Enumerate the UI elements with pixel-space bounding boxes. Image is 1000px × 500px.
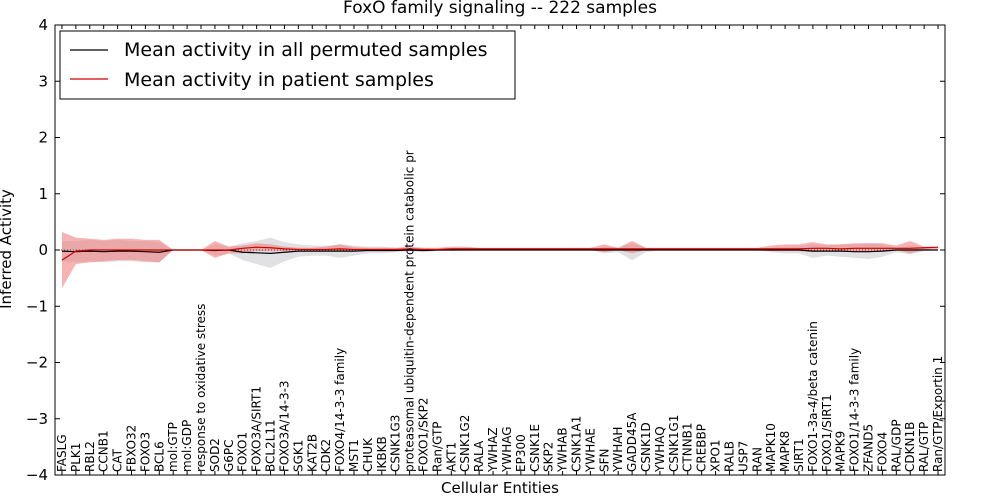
- x-tick-label: SOD2: [208, 438, 222, 472]
- x-tick-label: mol:GDP: [180, 420, 194, 472]
- x-tick-label: YWHAZ: [486, 427, 500, 473]
- x-tick-label: CREBBP: [695, 424, 709, 472]
- band-permuted: [61, 237, 939, 268]
- x-tick-label: Ran/GTP: [430, 421, 444, 472]
- y-tick-label: −1: [26, 297, 48, 315]
- x-tick-label: response to oxidative stress: [194, 304, 208, 472]
- x-tick-label: RALA: [472, 440, 486, 472]
- x-tick-label: MAPK8: [778, 431, 792, 472]
- x-tick-label: YWHAG: [500, 426, 514, 473]
- y-tick-label: 4: [38, 16, 48, 34]
- x-tick-label: AKT1: [444, 442, 458, 472]
- y-tick-label: 2: [38, 129, 48, 147]
- x-tick-label: BCL6: [152, 441, 166, 472]
- x-tick-label: EP300: [514, 434, 528, 472]
- x-tick-label: YWHAB: [556, 427, 570, 473]
- x-tick-label: KAT2B: [305, 434, 319, 472]
- x-tick-label: GADD45A: [625, 412, 639, 472]
- y-tick-label: 0: [38, 241, 48, 259]
- x-tick-label: SKP2: [542, 442, 556, 472]
- legend-box: [59, 30, 516, 100]
- y-tick-label: 3: [38, 72, 48, 90]
- x-tick-label: proteasomal ubiquitin-dependent protein …: [403, 150, 417, 472]
- x-tick-label: G6PC: [222, 439, 236, 472]
- x-tick-label: FOXO1-3a-4/beta catenin: [806, 321, 820, 472]
- series-lines: [55, 246, 945, 261]
- x-tick-label: FOXO4: [875, 432, 889, 472]
- x-tick-label: FOXO1/14-3-3 family: [848, 348, 862, 472]
- y-axis-ticks: 4 3 2 1 0 −1 −2 −3 −4: [26, 16, 945, 484]
- x-tick-label: IKBKB: [375, 436, 389, 472]
- x-tick-label: SIRT1: [792, 438, 806, 472]
- x-tick-label: CDKN1B: [903, 422, 917, 472]
- x-tick-label: FBXO32: [124, 425, 138, 472]
- x-tick-label: FOXO3A/14-3-3: [277, 380, 291, 472]
- x-tick-label: FOXO3A/SIRT1: [250, 386, 264, 472]
- x-tick-label: CSNK1E: [528, 424, 542, 472]
- x-tick-label: CCNB1: [97, 430, 111, 472]
- x-tick-label: mol:GTP: [166, 422, 180, 472]
- x-tick-label: FOXO3: [138, 432, 152, 472]
- x-tick-label: CTNNB1: [681, 422, 695, 472]
- y-axis-label: Inferred Activity: [0, 189, 15, 309]
- x-tick-label: RAL/GTP: [917, 422, 931, 472]
- x-tick-label: MST1: [347, 439, 361, 472]
- x-axis-ticks: [61, 25, 939, 475]
- x-tick-label: MAPK10: [764, 423, 778, 472]
- x-tick-label: FOXO1: [236, 432, 250, 472]
- x-tick-label: RBL2: [83, 441, 97, 472]
- x-tick-label: SFN: [597, 449, 611, 473]
- x-tick-label: CSNK1G2: [458, 415, 472, 472]
- x-tick-label: MAPK9: [834, 431, 848, 472]
- x-tick-label: FOXO1/SIRT1: [820, 394, 834, 472]
- x-tick-labels: FASLG PLK1 RBL2 CCNB1 CAT FBXO32 FOXO3 BCL6 mol:…: [55, 150, 945, 473]
- y-tick-label: −3: [26, 410, 48, 428]
- x-tick-label: CAT: [111, 448, 125, 472]
- y-tick-label: −4: [26, 466, 48, 484]
- x-tick-label: CSNK1D: [639, 422, 653, 472]
- x-tick-label: CSNK1G1: [667, 415, 681, 472]
- x-tick-label: BCL2L11: [264, 419, 278, 472]
- x-tick-label: Ran/GTP/Exportin 1: [931, 356, 945, 472]
- x-tick-label: ZFAND5: [862, 424, 876, 472]
- x-tick-label: FASLG: [55, 434, 69, 472]
- legend-label-patient: Mean activity in patient samples: [124, 69, 434, 91]
- x-axis-label: Cellular Entities: [441, 479, 559, 497]
- x-tick-label: CSNK1A1: [569, 416, 583, 472]
- legend-label-permuted: Mean activity in all permuted samples: [124, 39, 487, 61]
- x-tick-label: RAL/GDP: [889, 419, 903, 472]
- x-tick-label: RALB: [722, 441, 736, 472]
- x-tick-label: CHUK: [361, 437, 375, 472]
- x-tick-label: CSNK1G3: [389, 415, 403, 472]
- confidence-bands: [61, 232, 939, 289]
- x-tick-label: FOXO4/14-3-3 family: [333, 348, 347, 472]
- x-tick-label: FOXO1/SKP2: [417, 397, 431, 472]
- series-line-patient: [61, 246, 939, 261]
- chart-title: FoxO family signaling -- 222 samples: [343, 0, 657, 18]
- x-tick-label: SGK1: [291, 440, 305, 472]
- legend: Mean activity in all permuted samples Me…: [59, 30, 516, 100]
- x-tick-label: RAN: [750, 447, 764, 472]
- y-tick-label: −2: [26, 354, 48, 372]
- x-tick-label: YWHAQ: [653, 426, 667, 473]
- x-tick-label: CDK2: [319, 439, 333, 472]
- y-tick-label: 1: [38, 185, 48, 203]
- x-tick-label: YWHAH: [611, 427, 625, 473]
- x-tick-label: PLK1: [69, 443, 83, 472]
- x-tick-label: USP7: [736, 441, 750, 472]
- x-tick-label: XPO1: [709, 439, 723, 472]
- x-tick-label: YWHAE: [583, 428, 597, 473]
- band-patient: [61, 232, 939, 289]
